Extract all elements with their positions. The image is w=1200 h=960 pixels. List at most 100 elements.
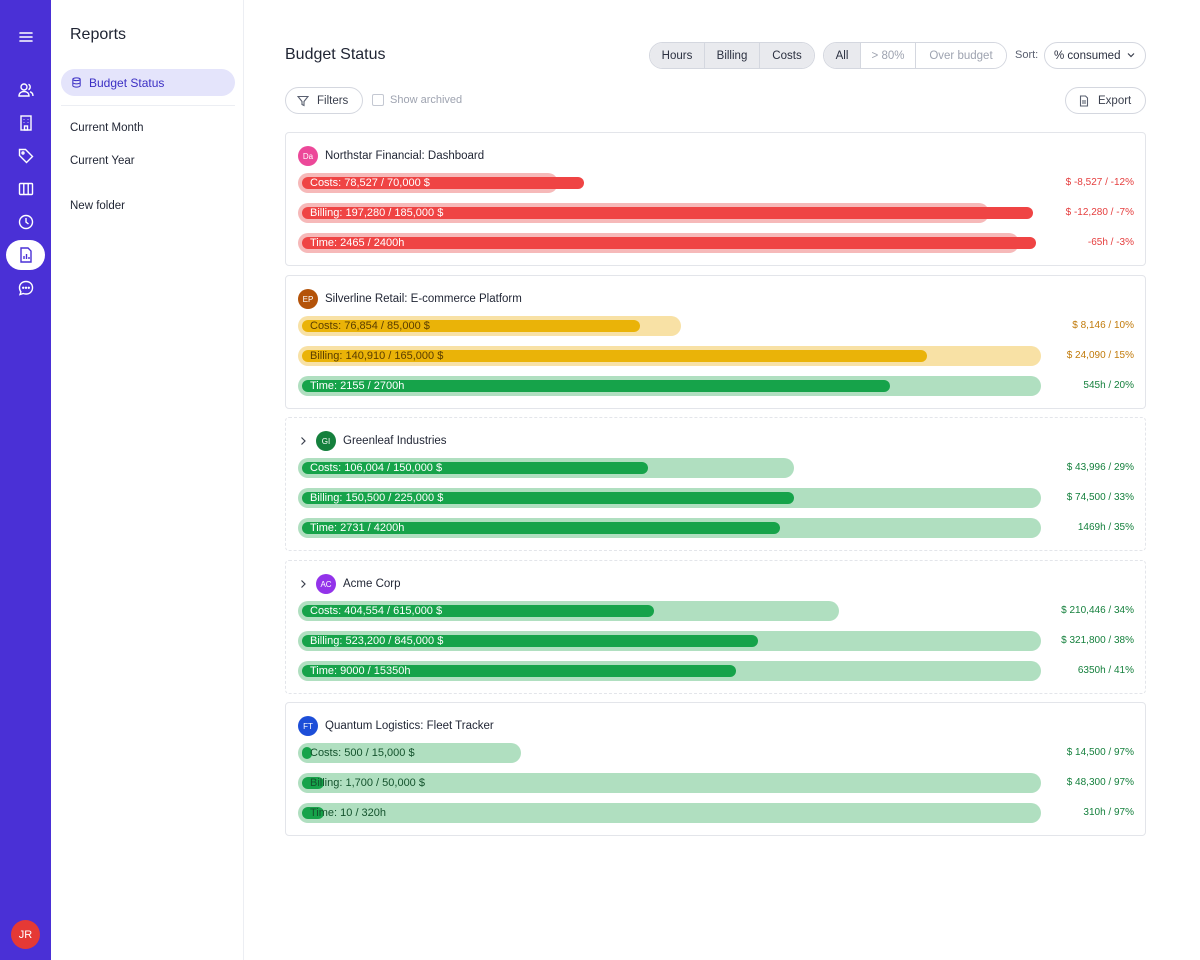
- sidebar-item-current-month[interactable]: Current Month: [70, 122, 144, 134]
- sidebar-item-budget-status[interactable]: Budget Status: [61, 69, 235, 96]
- consumed-fill: [302, 177, 584, 189]
- filters-button[interactable]: Filters: [285, 87, 363, 114]
- project-name[interactable]: Silverline Retail: E-commerce Platform: [325, 293, 522, 305]
- consumed-fill: [302, 207, 1033, 219]
- remaining-value: $ 8,146 / 10%: [1072, 320, 1134, 331]
- nav-reports[interactable]: [6, 240, 45, 270]
- building-icon: [19, 115, 32, 131]
- project-card: AC Acme Corp Costs: 404,554 / 615,000 $ $ 2…: [285, 560, 1146, 694]
- export-button[interactable]: Export: [1065, 87, 1146, 114]
- nav-clients[interactable]: [6, 108, 45, 138]
- budget-label: Costs: 500 / 15,000 $: [310, 747, 415, 759]
- nav-messages[interactable]: [6, 273, 45, 303]
- consumed-fill: [302, 492, 794, 504]
- budget-track: [298, 743, 521, 763]
- consumed-fill: [302, 605, 654, 617]
- budget-bar: Costs: 500 / 15,000 $: [298, 743, 1043, 763]
- budget-bar: Costs: 404,554 / 615,000 $: [298, 601, 1043, 621]
- budget-bar: Time: 2731 / 4200h: [298, 518, 1043, 538]
- chevron-right-icon[interactable]: [298, 436, 308, 446]
- user-avatar[interactable]: JR: [11, 920, 40, 949]
- budget-bar: Costs: 76,854 / 85,000 $: [298, 316, 1043, 336]
- budget-label: Billing: 523,200 / 845,000 $: [310, 635, 444, 647]
- sidebar-item-new-folder[interactable]: New folder: [70, 200, 125, 212]
- page-title: Budget Status: [285, 46, 386, 63]
- budget-track: [298, 773, 1041, 793]
- show-archived-label: Show archived: [390, 94, 463, 106]
- remaining-value: $ 210,446 / 34%: [1061, 605, 1134, 616]
- sort-select[interactable]: % consumed: [1044, 42, 1146, 69]
- tab-over-budget[interactable]: Over budget: [916, 43, 1006, 68]
- nav-time[interactable]: [6, 207, 45, 237]
- project-name[interactable]: Quantum Logistics: Fleet Tracker: [325, 720, 494, 732]
- project-header: EP Silverline Retail: E-commerce Platform: [298, 288, 522, 310]
- export-label: Export: [1098, 94, 1132, 107]
- budget-label: Billing: 150,500 / 225,000 $: [310, 492, 444, 504]
- remaining-value: $ 24,090 / 15%: [1066, 350, 1134, 361]
- database-icon: [72, 77, 81, 88]
- remaining-value: 310h / 97%: [1083, 807, 1134, 818]
- menu-button[interactable]: [6, 22, 45, 52]
- nav-tags[interactable]: [6, 141, 45, 171]
- project-header: GI Greenleaf Industries: [298, 430, 447, 452]
- project-name[interactable]: Greenleaf Industries: [343, 435, 447, 447]
- budget-label: Time: 9000 / 15350h: [310, 665, 411, 677]
- tab-costs[interactable]: Costs: [760, 43, 814, 68]
- tab-all[interactable]: All: [824, 43, 861, 68]
- project-header: FT Quantum Logistics: Fleet Tracker: [298, 715, 494, 737]
- budget-bar: Time: 2465 / 2400h: [298, 233, 1043, 253]
- project-avatar: GI: [316, 431, 336, 451]
- budget-bar: Time: 9000 / 15350h: [298, 661, 1043, 681]
- budget-bar: Time: 10 / 320h: [298, 803, 1043, 823]
- project-card: GI Greenleaf Industries Costs: 106,004 / 1…: [285, 417, 1146, 551]
- budget-label: Costs: 404,554 / 615,000 $: [310, 605, 443, 617]
- budget-bar: Billing: 1,700 / 50,000 $: [298, 773, 1043, 793]
- sidebar-item-label: Budget Status: [89, 75, 165, 90]
- project-avatar: Da: [298, 146, 318, 166]
- budget-bar: Billing: 140,910 / 165,000 $: [298, 346, 1043, 366]
- remaining-value: $ -8,527 / -12%: [1065, 177, 1134, 188]
- budget-bar: Costs: 78,527 / 70,000 $: [298, 173, 1043, 193]
- sidebar-divider: [61, 105, 235, 106]
- project-name[interactable]: Northstar Financial: Dashboard: [325, 150, 485, 162]
- remaining-value: -65h / -3%: [1087, 237, 1134, 248]
- project-name[interactable]: Acme Corp: [343, 578, 401, 590]
- chat-icon: [18, 280, 33, 296]
- budget-label: Billing: 140,910 / 165,000 $: [310, 350, 444, 362]
- nav-people[interactable]: [6, 75, 45, 105]
- consumed-fill: [302, 380, 890, 392]
- remaining-value: $ 321,800 / 38%: [1061, 635, 1134, 646]
- filter-icon: [297, 95, 309, 106]
- tag-icon: [18, 148, 33, 164]
- tab-hours[interactable]: Hours: [650, 43, 705, 68]
- budget-bar: Billing: 197,280 / 185,000 $: [298, 203, 1043, 223]
- users-icon: [17, 83, 34, 97]
- chevron-right-icon[interactable]: [298, 579, 308, 589]
- project-header: Da Northstar Financial: Dashboard: [298, 145, 484, 167]
- remaining-value: 6350h / 41%: [1077, 665, 1134, 676]
- budget-bar: Costs: 106,004 / 150,000 $: [298, 458, 1043, 478]
- remaining-value: $ 14,500 / 97%: [1066, 747, 1134, 758]
- chevron-down-icon: [1127, 53, 1135, 58]
- sidebar-title: Reports: [70, 26, 127, 43]
- budget-label: Billing: 197,280 / 185,000 $: [310, 207, 444, 219]
- budget-bar: Billing: 523,200 / 845,000 $: [298, 631, 1043, 651]
- nav-boards[interactable]: [6, 174, 45, 204]
- report-icon: [19, 247, 32, 263]
- project-avatar: EP: [298, 289, 318, 309]
- tab-billing[interactable]: Billing: [705, 43, 760, 68]
- consumed-fill: [302, 665, 736, 677]
- sidebar-item-current-year[interactable]: Current Year: [70, 155, 135, 167]
- consumed-fill: [302, 462, 648, 474]
- document-icon: [1079, 94, 1089, 107]
- tab-over-80[interactable]: > 80%: [861, 43, 916, 68]
- main-content: Budget Status Hours Billing Costs All > …: [244, 0, 1200, 960]
- remaining-value: $ 74,500 / 33%: [1066, 492, 1134, 503]
- budget-label: Costs: 106,004 / 150,000 $: [310, 462, 443, 474]
- budget-label: Billing: 1,700 / 50,000 $: [310, 777, 425, 789]
- project-avatar: AC: [316, 574, 336, 594]
- consumed-fill: [302, 237, 1036, 249]
- icon-rail: JR: [0, 0, 51, 960]
- project-header: AC Acme Corp: [298, 573, 401, 595]
- show-archived-checkbox[interactable]: [372, 94, 384, 106]
